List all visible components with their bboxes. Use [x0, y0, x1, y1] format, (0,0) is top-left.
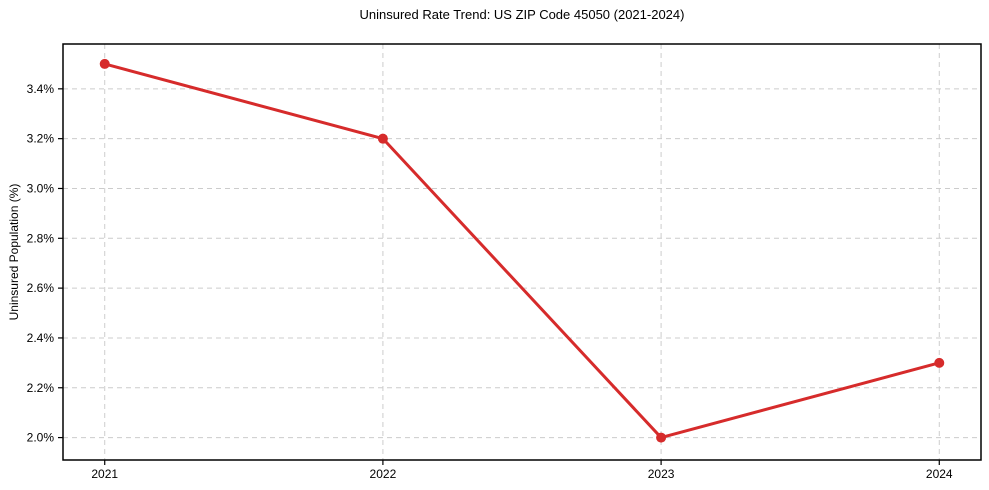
y-tick-label: 2.0% [27, 431, 55, 445]
x-tick-label: 2022 [370, 467, 397, 481]
y-axis-label: Uninsured Population (%) [7, 183, 21, 321]
data-point [99, 58, 110, 69]
y-tick-label: 3.0% [27, 181, 55, 195]
data-point [934, 357, 945, 368]
series-line [104, 62, 940, 440]
data-point [377, 133, 388, 144]
data-point [656, 432, 667, 443]
y-tick-label: 3.2% [27, 132, 55, 146]
x-tick-label: 2023 [648, 467, 675, 481]
y-tick-label: 2.2% [27, 381, 55, 395]
x-tick-label: 2021 [91, 467, 118, 481]
y-tick-label: 2.4% [27, 331, 55, 345]
plot-frame [62, 43, 982, 461]
y-tick-label: 3.4% [27, 82, 55, 96]
y-tick-label: 2.6% [27, 281, 55, 295]
y-tick-label: 2.8% [27, 231, 55, 245]
x-tick-label: 2024 [926, 467, 953, 481]
chart-title: Uninsured Rate Trend: US ZIP Code 45050 … [359, 7, 685, 22]
